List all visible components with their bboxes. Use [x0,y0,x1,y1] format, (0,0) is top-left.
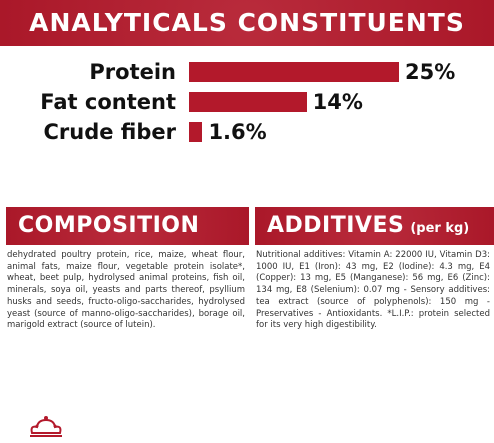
additives-banner: ADDITIVES (per kg) [255,207,494,245]
nutrient-bar [189,62,399,82]
analyticals-banner: ANALYTICALS CONSTITUENTS [0,0,494,46]
crown-icon [30,416,62,437]
nutrient-label: Fat content [40,90,176,114]
additives-title: ADDITIVES [267,213,405,238]
nutrient-label: Protein [89,60,176,84]
nutrient-row-protein: Protein 25% [0,60,494,86]
additives-subtitle: (per kg) [410,221,470,236]
nutrient-value: 25% [405,60,456,84]
composition-title: COMPOSITION [18,213,200,238]
nutrient-value: 1.6% [208,120,267,144]
nutrient-bar [189,122,203,142]
analyticals-title: ANALYTICALS CONSTITUENTS [29,8,465,37]
nutrient-bar [189,92,307,112]
nutrient-row-fat: Fat content 14% [0,90,494,116]
additives-text: Nutritional additives: Vitamin A: 22000 … [256,250,490,331]
nutrient-row-fiber: Crude fiber 1.6% [0,120,494,146]
nutrient-value: 14% [312,90,363,114]
nutrient-label: Crude fiber [43,120,176,144]
additives-title-wrap: ADDITIVES (per kg) [267,213,469,238]
composition-text: dehydrated poultry protein, rice, maize,… [7,250,245,331]
composition-banner: COMPOSITION [6,207,249,245]
